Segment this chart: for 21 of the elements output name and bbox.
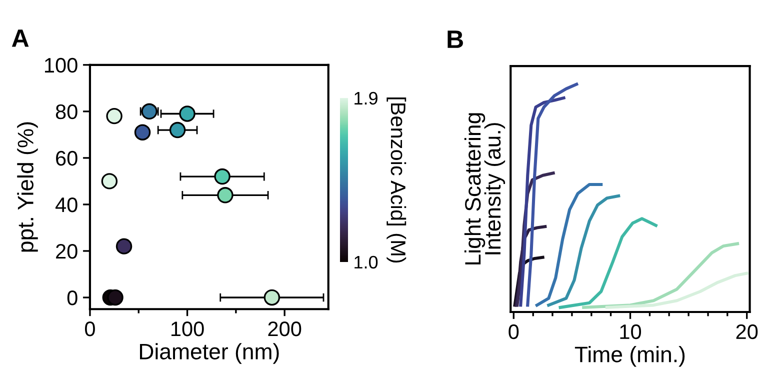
y-tick-label: 20 <box>56 244 78 259</box>
color-bar-label: 1.0 <box>354 256 378 269</box>
y-axis-title: ppt. Yield (%) <box>17 122 38 252</box>
x-tick-label: 0 <box>84 321 95 336</box>
x-tick-label: 20 <box>736 324 758 340</box>
y-axis-title: Light Scattering Intensity (au.) <box>464 113 506 264</box>
x-axis-title: Diameter (nm) <box>140 343 279 364</box>
y-tick-label: 100 <box>45 58 78 73</box>
y-tick-label: 40 <box>55 197 78 212</box>
y-tick-label: 0 <box>67 290 78 306</box>
x-tick-label: 100 <box>171 321 204 336</box>
chart-title: A <box>12 30 29 47</box>
x-axis-title: Time (min.) <box>574 346 685 367</box>
x-tick-label: 0 <box>508 324 519 340</box>
color-bar-label: 1.9 <box>354 92 378 105</box>
x-tick-label: 10 <box>620 324 642 340</box>
x-tick-label: 200 <box>268 321 302 336</box>
y-tick-label: 60 <box>56 150 78 166</box>
color-bar-title: [Benzoic Acid] (M) <box>386 97 406 263</box>
chart-title: B <box>448 30 463 48</box>
y-tick-label: 80 <box>56 104 78 120</box>
